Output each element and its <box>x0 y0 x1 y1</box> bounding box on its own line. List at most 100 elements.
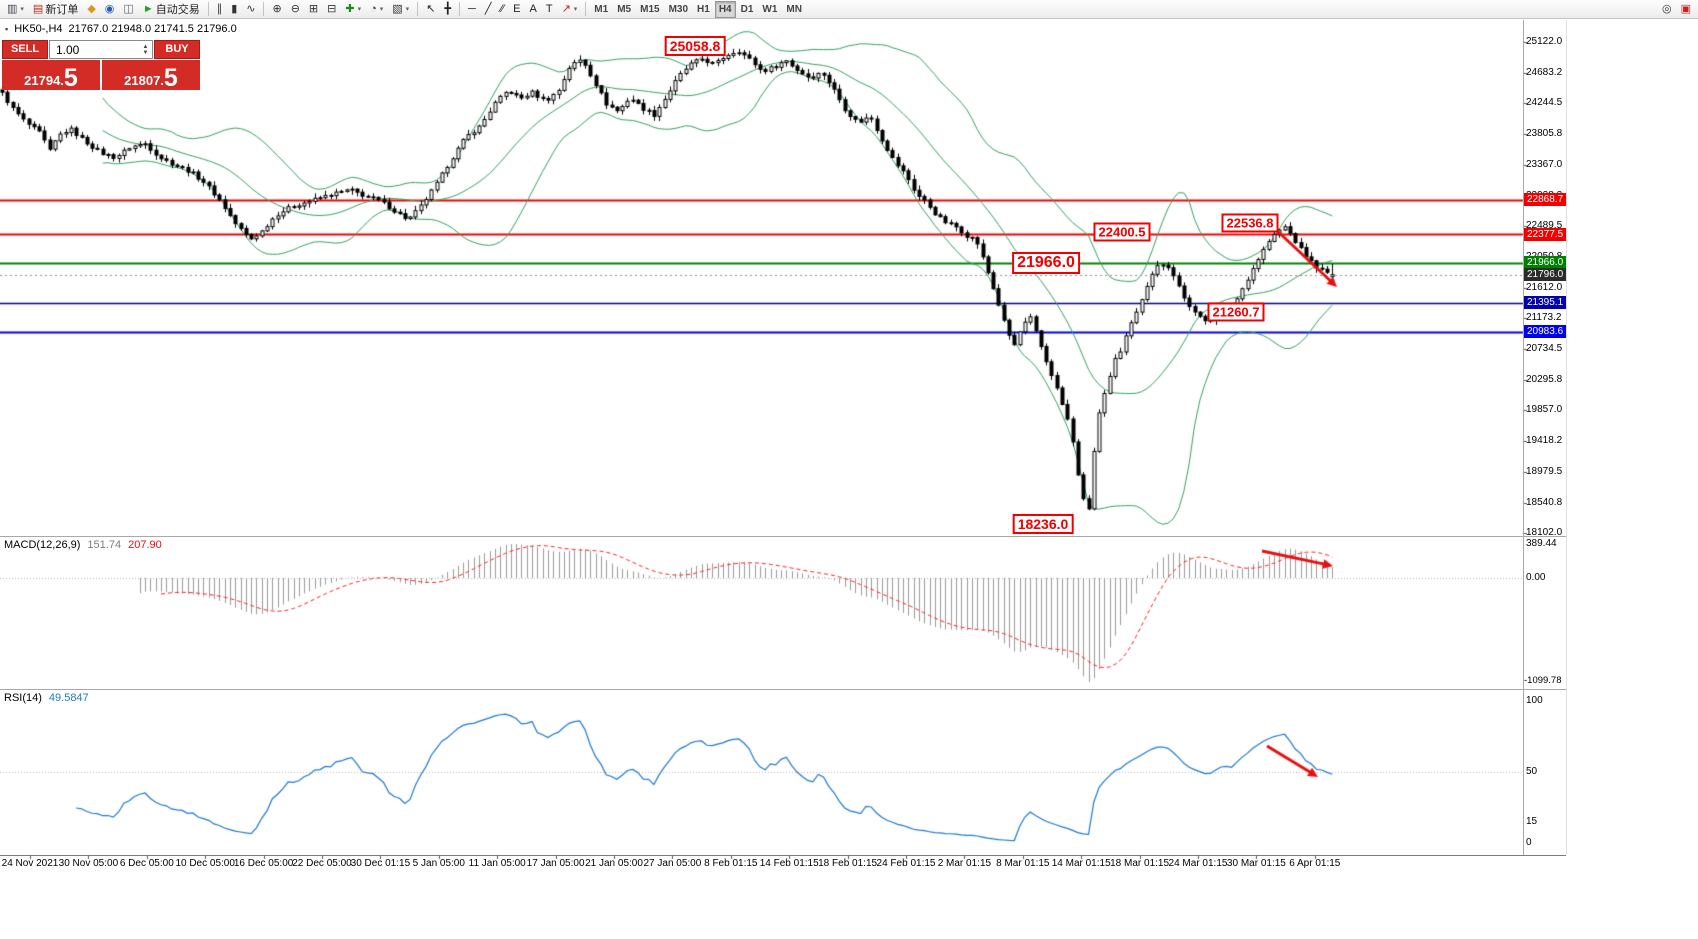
buy-button[interactable]: BUY <box>154 40 200 59</box>
rsi-title: RSI(14) <box>4 692 42 704</box>
price-axis-label: 21173.2 <box>1526 312 1562 324</box>
autotrading-button[interactable]: ► 自动交易 <box>139 1 204 18</box>
macd-main-value: 151.74 <box>87 539 122 551</box>
sell-price-big: 5 <box>63 63 78 92</box>
price-axis-label: 22489.5 <box>1526 220 1563 232</box>
macd-axis-label: 389.44 <box>1526 538 1557 549</box>
time-axis-label: 8 Feb 01:15 <box>704 858 758 869</box>
chart-candles-button[interactable]: ▮ <box>227 1 241 18</box>
price-annotation[interactable]: 22400.5 <box>1093 222 1151 242</box>
sell-price-small: 21794. <box>24 72 64 88</box>
trendline-button[interactable]: ╱ <box>481 1 496 18</box>
strategy-tester-icon: ◫ <box>123 2 134 15</box>
volume-input[interactable]: 1.00 ▲ ▼ <box>49 40 153 59</box>
fibonacci-retracement-icon: E <box>513 2 521 15</box>
dropdown-arrow-icon: ▾ <box>379 6 384 13</box>
time-axis-label: 2 Mar 01:15 <box>937 858 992 869</box>
volume-spinner[interactable]: ▲ ▼ <box>140 41 151 58</box>
crosshair-button[interactable]: ╋ <box>440 1 455 18</box>
tf-h1-button[interactable]: H1 <box>693 1 714 18</box>
price-axis-label: 20734.5 <box>1526 343 1563 354</box>
new-order-button[interactable]: ▤ 新订单 <box>29 1 82 18</box>
spin-up-icon[interactable]: ▲ <box>142 43 149 50</box>
zoom-out-button[interactable]: ⊖ <box>287 1 304 18</box>
chart-ohlc-header: ▪ HK50-,H4 21767.0 21948.0 21741.5 21796… <box>5 23 237 35</box>
metaeditor-button[interactable]: ◆ <box>83 1 99 18</box>
time-axis-label: 30 Mar 01:15 <box>1226 858 1286 869</box>
price-annotation[interactable]: 21966.0 <box>1012 251 1080 274</box>
tf-mn-label: MN <box>786 3 802 15</box>
text-button[interactable]: A <box>525 1 540 18</box>
rsi-axis-label: 50 <box>1526 766 1538 777</box>
time-axis-label: 22 Dec 05:00 <box>292 858 352 869</box>
one-click-trading-panel: SELL 1.00 ▲ ▼ BUY 21794. 5 21807. 5 <box>2 40 200 90</box>
tf-m1-button[interactable]: M1 <box>590 1 612 18</box>
rsi-axis-label: 15 <box>1526 815 1538 827</box>
tf-m30-button[interactable]: M30 <box>665 1 692 18</box>
price-tag: 22868.7 <box>1524 193 1566 207</box>
mql5-community-button[interactable]: ▣ <box>1677 1 1695 18</box>
price-annotation[interactable]: 21260.7 <box>1207 302 1265 322</box>
time-axis-label: 21 Jan 05:00 <box>585 858 643 869</box>
indicators-list-button[interactable]: ✚ ▾ <box>341 1 365 18</box>
new-chart-icon: ▥ <box>7 2 18 15</box>
crosshair-icon: ╋ <box>444 2 452 15</box>
tf-m30-label: M30 <box>668 3 689 15</box>
zoom-in-button[interactable]: ⊕ <box>268 1 285 18</box>
price-axis-label: 24683.2 <box>1526 66 1563 78</box>
price-annotation[interactable]: 18236.0 <box>1012 513 1074 534</box>
chart-line-icon: ∿ <box>246 2 256 15</box>
sell-button[interactable]: SELL <box>2 40 48 59</box>
macd-title: MACD(12,26,9) <box>4 539 81 551</box>
price-tag: 21796.0 <box>1524 268 1566 282</box>
tf-m5-button[interactable]: M5 <box>613 1 635 18</box>
fibonacci-retracement-button[interactable]: E <box>509 1 524 18</box>
rsi-label: RSI(14) 49.5847 <box>4 692 89 704</box>
market-watch-button[interactable]: ◉ <box>101 1 119 18</box>
search-button[interactable]: ◎ <box>1658 1 1676 18</box>
chart-bars-button[interactable]: ∥ <box>213 1 227 18</box>
time-axis-label: 30 Nov 05:00 <box>58 858 119 869</box>
dropdown-arrow-icon: ▾ <box>357 6 362 13</box>
templates-button[interactable]: ▧ ▾ <box>388 1 413 18</box>
price-axis-border <box>1523 20 1524 855</box>
cascade-windows-button[interactable]: ⊟ <box>323 1 340 18</box>
time-axis-label: 17 Jan 05:00 <box>526 858 585 869</box>
indicators-list-icon: ✚ <box>345 2 355 15</box>
autotrading-icon: ► <box>142 2 154 15</box>
price-axis-label: 19418.2 <box>1526 435 1563 447</box>
spin-down-icon[interactable]: ▼ <box>142 49 149 56</box>
cursor-button[interactable]: ↖ <box>422 1 439 18</box>
periods-button[interactable]: ◔ ▾ <box>366 1 387 18</box>
text-label-button[interactable]: T <box>542 1 557 18</box>
buy-price-button[interactable]: 21807. 5 <box>102 60 200 90</box>
horizontal-line-button[interactable]: ─ <box>464 1 480 18</box>
panel-separator-macd[interactable] <box>0 536 1566 537</box>
equidistant-channel-button[interactable]: ∕∕ <box>496 1 508 18</box>
text-icon: A <box>529 2 537 15</box>
new-order-icon: ▤ <box>32 2 44 15</box>
zoom-out-icon: ⊖ <box>290 2 300 15</box>
tf-mn-button[interactable]: MN <box>782 1 806 18</box>
sell-price-button[interactable]: 21794. 5 <box>2 60 100 90</box>
tf-d1-button[interactable]: D1 <box>737 1 758 18</box>
time-axis-label: 24 Mar 01:15 <box>1168 858 1228 869</box>
tf-m5-label: M5 <box>617 3 632 15</box>
tf-m15-button[interactable]: M15 <box>636 1 663 18</box>
price-annotation[interactable]: 25058.8 <box>664 36 726 57</box>
chart-line-button[interactable]: ∿ <box>242 1 259 18</box>
price-annotation[interactable]: 22536.8 <box>1221 213 1279 233</box>
tile-windows-button[interactable]: ⊞ <box>305 1 322 18</box>
new-order-label: 新订单 <box>45 4 79 16</box>
panel-separator-rsi[interactable] <box>0 689 1566 690</box>
new-chart-button[interactable]: ▥ ▾ <box>3 1 28 18</box>
tf-h4-button[interactable]: H4 <box>714 0 736 18</box>
tf-w1-button[interactable]: W1 <box>758 1 781 18</box>
chart-ohlc-values: 21767.0 21948.0 21741.5 21796.0 <box>68 23 237 35</box>
arrows-tool-button[interactable]: ↗ ▾ <box>558 1 582 18</box>
strategy-tester-button[interactable]: ◫ <box>119 1 137 18</box>
text-label-icon: T <box>545 2 553 15</box>
macd-label: MACD(12,26,9) 151.74 207.90 <box>4 539 162 551</box>
price-axis-label: 18979.5 <box>1526 465 1563 477</box>
